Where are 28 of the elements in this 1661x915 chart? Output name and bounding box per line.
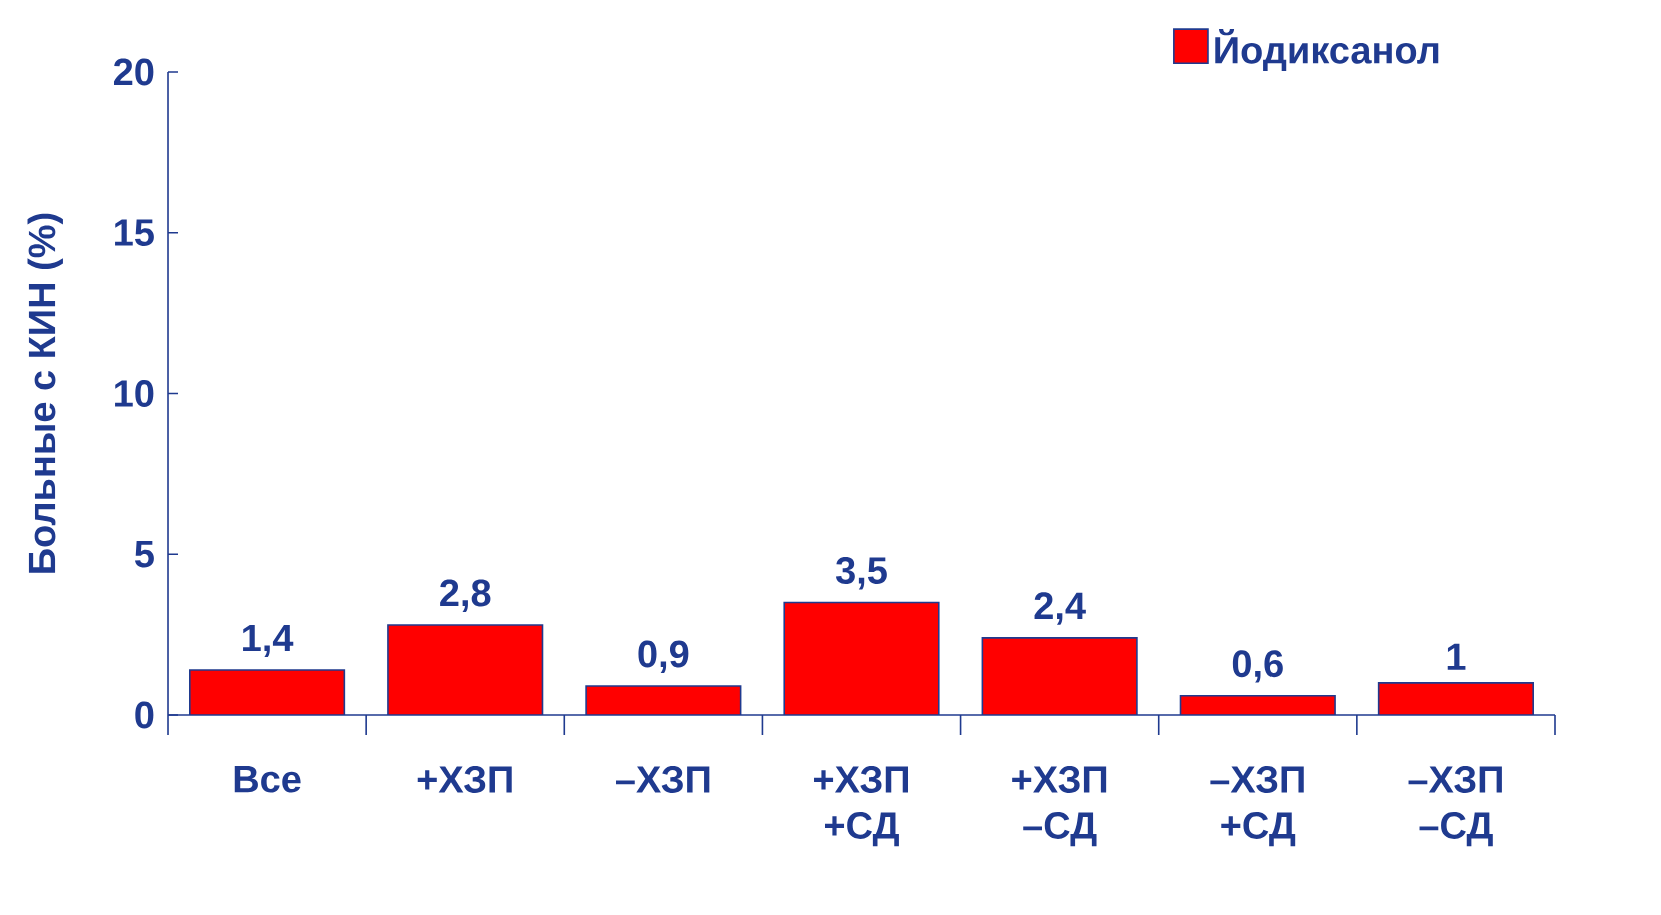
bar [1180,695,1336,715]
bar [784,602,939,715]
x-tick-label: +ХЗП +СД [814,766,908,847]
bar [189,669,345,715]
x-tick-label: –ХЗП –СД [1408,766,1502,847]
text: 2,8 [440,579,491,612]
x-tick-label: +ХЗП –СД [1012,766,1107,847]
legend-label: Йодиксанол [1215,28,1439,71]
text: 2,4 [1034,592,1086,625]
text: 1,4 [243,624,294,657]
y-tick-label: 15 [115,219,154,246]
y-tick-label: 0 [135,701,154,729]
bar [982,637,1137,715]
y-tick-label: 20 [113,58,154,86]
x-tick-label: Все [234,766,301,793]
text: 0,9 [638,640,689,673]
bar [387,624,543,715]
x-tick-label: –ХЗП [615,766,710,793]
y-tick-label: 10 [115,380,154,407]
text: 0,6 [1232,650,1283,683]
text: 1 [1447,643,1466,670]
y-tick-label: 5 [134,540,154,568]
x-tick-label: –ХЗП +СД [1210,766,1304,847]
x-tick-label: +ХЗП [417,766,512,793]
text: 3,5 [835,556,887,590]
bar [1377,682,1534,715]
y-axis-title: Больные с КИН (%) [27,213,63,573]
bar [586,686,741,715]
